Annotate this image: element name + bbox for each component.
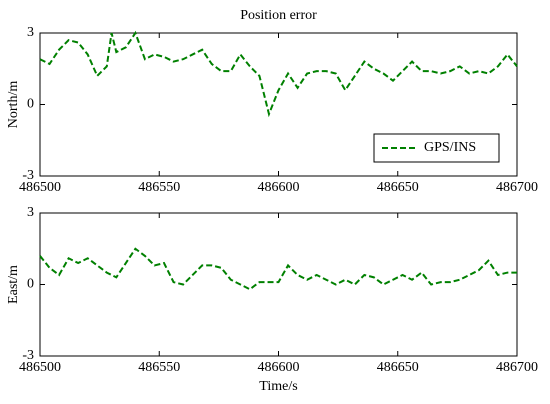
chart-title: Position error xyxy=(240,8,317,23)
x-tick-label: 486550 xyxy=(138,180,180,195)
y-tick-label: -3 xyxy=(22,348,34,363)
x-tick-label: 486650 xyxy=(377,360,419,375)
legend-label: GPS/INS xyxy=(424,140,476,155)
y-tick-label: 3 xyxy=(27,25,34,40)
x-tick-label: 486500 xyxy=(19,360,61,375)
x-tick-label: 486700 xyxy=(496,360,538,375)
plot-area xyxy=(39,212,518,357)
x-tick-label: 486600 xyxy=(258,360,300,375)
y-tick-label: 0 xyxy=(27,97,34,112)
data-line xyxy=(39,247,517,291)
y-tick-label: 0 xyxy=(27,277,34,292)
x-tick-label: 486550 xyxy=(138,360,180,375)
x-tick-label: 486600 xyxy=(258,180,300,195)
data-line xyxy=(39,30,518,118)
x-tick-label: 486700 xyxy=(496,180,538,195)
x-tick-label: 486650 xyxy=(377,180,419,195)
x-tick-label: 486500 xyxy=(19,180,61,195)
y-axis-label: East/m xyxy=(6,265,21,304)
x-axis-label: Time/s xyxy=(259,379,297,394)
y-axis-label: North/m xyxy=(6,81,21,129)
y-tick-label: -3 xyxy=(22,168,34,183)
y-tick-label: 3 xyxy=(27,205,34,220)
